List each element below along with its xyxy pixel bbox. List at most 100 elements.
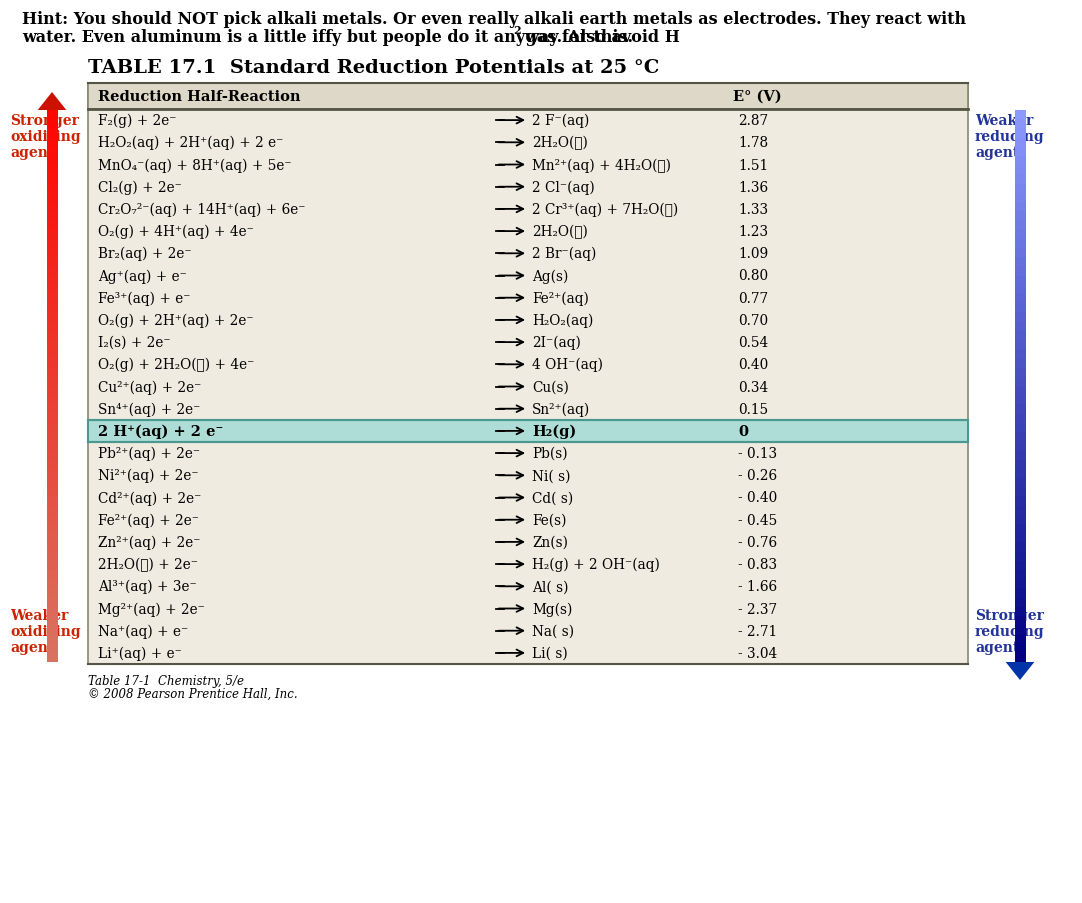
Bar [1015, 239, 1026, 248]
Bar [47, 211, 57, 221]
Text: Al( s): Al( s) [532, 580, 568, 593]
Bar [47, 156, 57, 166]
Text: 2 Cl⁻(aq): 2 Cl⁻(aq) [532, 181, 595, 195]
Bar [1015, 588, 1026, 598]
Bar [47, 570, 57, 580]
Bar [47, 119, 57, 129]
Bar [47, 497, 57, 506]
Text: oxidizing: oxidizing [10, 624, 81, 638]
Bar [1015, 257, 1026, 267]
Bar [1015, 570, 1026, 580]
Bar [1015, 165, 1026, 175]
Bar [47, 285, 57, 294]
Bar [47, 340, 57, 349]
Bar [47, 239, 57, 248]
Bar [47, 294, 57, 304]
Bar [47, 552, 57, 561]
Bar [1015, 386, 1026, 396]
Bar [1015, 653, 1026, 662]
Bar [1015, 579, 1026, 589]
Text: Na⁺(aq) + e⁻: Na⁺(aq) + e⁻ [98, 624, 188, 638]
Text: 1.33: 1.33 [738, 202, 768, 217]
Text: - 0.76: - 0.76 [738, 535, 777, 549]
Bar [47, 469, 57, 479]
Text: reducing: reducing [975, 624, 1044, 638]
Bar [1015, 174, 1026, 184]
Text: H₂O₂(aq): H₂O₂(aq) [532, 313, 593, 328]
Text: Al³⁺(aq) + 3e⁻: Al³⁺(aq) + 3e⁻ [98, 580, 197, 594]
Text: Zn²⁺(aq) + 2e⁻: Zn²⁺(aq) + 2e⁻ [98, 535, 200, 550]
Bar [47, 248, 57, 258]
Bar [47, 266, 57, 276]
Bar [47, 598, 57, 607]
Bar [47, 165, 57, 175]
Bar [1015, 202, 1026, 212]
Text: reducing: reducing [975, 130, 1044, 144]
Bar [1015, 312, 1026, 322]
Bar [1015, 330, 1026, 340]
Text: - 2.37: - 2.37 [738, 601, 777, 616]
Bar [1015, 211, 1026, 221]
Bar [47, 110, 57, 120]
Bar [47, 616, 57, 626]
Bar [88, 84, 968, 110]
Text: - 2.71: - 2.71 [738, 624, 777, 638]
Bar [1015, 524, 1026, 534]
Bar [1015, 442, 1026, 451]
Text: 0.34: 0.34 [738, 380, 768, 394]
Bar [1015, 340, 1026, 349]
Bar [47, 524, 57, 534]
Bar [47, 451, 57, 461]
Bar [47, 625, 57, 635]
Bar [47, 202, 57, 212]
Text: 0.54: 0.54 [738, 336, 768, 349]
Bar [47, 607, 57, 617]
Text: Cr₂O₇²⁻(aq) + 14H⁺(aq) + 6e⁻: Cr₂O₇²⁻(aq) + 14H⁺(aq) + 6e⁻ [98, 202, 305, 217]
Text: I₂(s) + 2e⁻: I₂(s) + 2e⁻ [98, 336, 171, 349]
Bar [1015, 294, 1026, 304]
Bar [47, 405, 57, 414]
Text: 1.51: 1.51 [738, 158, 768, 172]
Bar [1015, 285, 1026, 294]
Bar [1015, 321, 1026, 331]
Bar [47, 230, 57, 239]
Text: - 0.40: - 0.40 [738, 491, 777, 505]
Bar [47, 147, 57, 157]
Bar [1015, 533, 1026, 543]
Bar [47, 312, 57, 322]
Text: - 0.13: - 0.13 [738, 447, 777, 461]
Bar [1015, 478, 1026, 488]
Text: gas for this.: gas for this. [520, 29, 633, 46]
Polygon shape [38, 93, 66, 111]
Bar [1015, 266, 1026, 276]
Bar [47, 386, 57, 396]
Bar [47, 423, 57, 433]
Text: Weaker: Weaker [10, 609, 68, 622]
Bar [1015, 349, 1026, 359]
Text: F₂(g) + 2e⁻: F₂(g) + 2e⁻ [98, 114, 176, 128]
Text: 2.87: 2.87 [738, 114, 768, 128]
Bar [1015, 119, 1026, 129]
Text: 2 F⁻(aq): 2 F⁻(aq) [532, 114, 590, 128]
Bar [1015, 552, 1026, 561]
Bar [47, 478, 57, 488]
Text: Li( s): Li( s) [532, 647, 568, 660]
Bar [47, 588, 57, 598]
Bar [47, 533, 57, 543]
Text: MnO₄⁻(aq) + 8H⁺(aq) + 5e⁻: MnO₄⁻(aq) + 8H⁺(aq) + 5e⁻ [98, 158, 292, 172]
Bar [88, 420, 968, 442]
Text: Mg(s): Mg(s) [532, 601, 572, 616]
Bar [47, 460, 57, 470]
Bar [47, 257, 57, 267]
Bar [1015, 303, 1026, 313]
Bar [1015, 275, 1026, 285]
Text: 2 Cr³⁺(aq) + 7H₂O(ℓ): 2 Cr³⁺(aq) + 7H₂O(ℓ) [532, 202, 678, 217]
Bar [1015, 147, 1026, 157]
Bar [1015, 358, 1026, 368]
Text: Pb(s): Pb(s) [532, 447, 568, 461]
Text: Fe³⁺(aq) + e⁻: Fe³⁺(aq) + e⁻ [98, 291, 190, 305]
Text: Cu(s): Cu(s) [532, 380, 569, 394]
Text: Cd²⁺(aq) + 2e⁻: Cd²⁺(aq) + 2e⁻ [98, 490, 201, 505]
Bar [47, 275, 57, 285]
Bar [47, 330, 57, 340]
